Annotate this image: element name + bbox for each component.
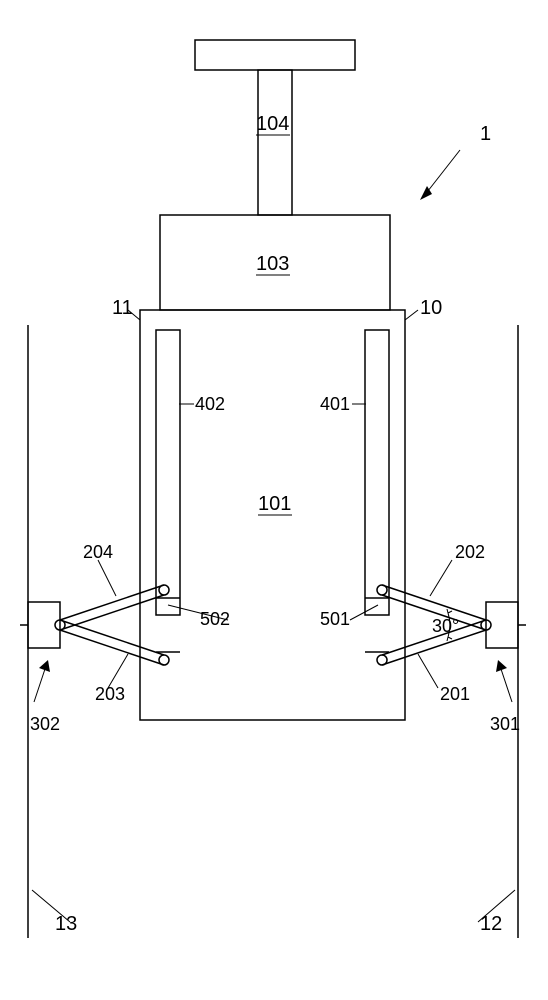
label-104: 104: [256, 113, 289, 135]
arms-left: [55, 585, 169, 665]
assembly-arrow: [420, 150, 460, 200]
label-401: 401: [320, 394, 350, 414]
label-402: 402: [195, 394, 225, 414]
actuator-right: [486, 602, 526, 648]
label-202: 202: [455, 542, 485, 562]
arrow-301: [496, 660, 512, 702]
label-11: 11: [112, 297, 133, 319]
label-502: 502: [200, 609, 230, 629]
label-12: 12: [480, 913, 502, 935]
label-10: 10: [420, 297, 442, 319]
labels: 1 10 11 12 13 101 103 104 201 202 203 20…: [30, 113, 520, 935]
label-angle: 30°: [432, 616, 459, 636]
label-201: 201: [440, 684, 470, 704]
actuator-left: [20, 602, 60, 648]
label-101: 101: [258, 493, 291, 515]
label-501: 501: [320, 609, 350, 629]
label-1: 1: [480, 123, 491, 145]
label-103: 103: [256, 253, 289, 275]
mechanical-assembly-diagram: 1 10 11 12 13 101 103 104 201 202 203 20…: [0, 0, 548, 1000]
arrow-302: [34, 660, 50, 702]
inner-column-left: [156, 330, 180, 615]
label-203: 203: [95, 684, 125, 704]
label-302: 302: [30, 714, 60, 734]
label-13: 13: [55, 913, 77, 935]
label-204: 204: [83, 542, 113, 562]
label-301: 301: [490, 714, 520, 734]
inner-column-right: [365, 330, 389, 615]
